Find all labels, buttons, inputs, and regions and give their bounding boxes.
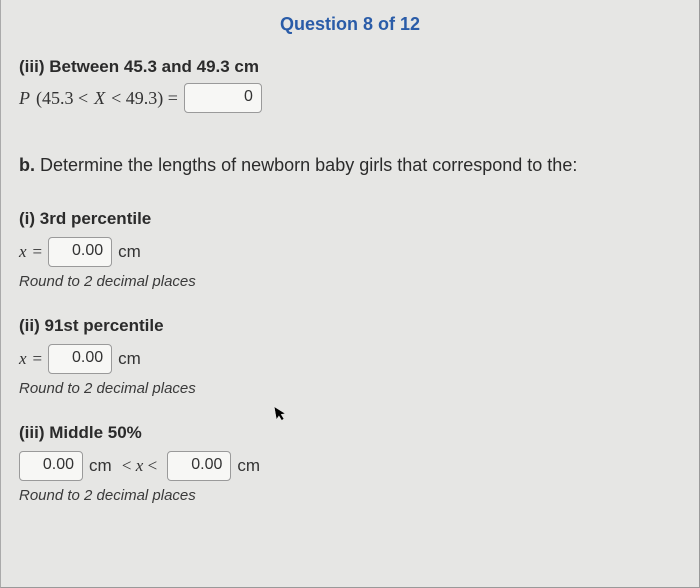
b-ii-unit: cm xyxy=(118,349,141,369)
prob-var: X xyxy=(94,88,105,109)
b-ii-answer-input[interactable]: 0.00 xyxy=(48,344,112,374)
part-a-iii-heading: (iii) Between 45.3 and 49.3 cm xyxy=(19,57,681,77)
part-a-iii: (iii) Between 45.3 and 49.3 cm P (45.3 <… xyxy=(19,57,681,113)
probability-answer-input[interactable]: 0 xyxy=(184,83,262,113)
b-iii-mid: < x < xyxy=(118,456,162,476)
question-content: (iii) Between 45.3 and 49.3 cm P (45.3 <… xyxy=(1,57,699,504)
prob-close: < 49.3) = xyxy=(111,88,178,109)
b-i-hint: Round to 2 decimal places xyxy=(19,273,681,290)
part-b-i: (i) 3rd percentile x = 0.00 cm Round to … xyxy=(19,209,681,290)
part-b-text: Determine the lengths of newborn baby gi… xyxy=(40,155,577,175)
prob-open: (45.3 < xyxy=(36,88,88,109)
b-iii-high-unit: cm xyxy=(237,456,260,476)
b-iii-equation: 0.00 cm < x < 0.00 cm xyxy=(19,451,681,481)
b-i-heading: (i) 3rd percentile xyxy=(19,209,681,229)
page-header: Question 8 of 12 xyxy=(1,0,699,57)
part-b-label: b. xyxy=(19,155,35,175)
b-iii-high-answer-input[interactable]: 0.00 xyxy=(167,451,231,481)
b-iii-low-answer-input[interactable]: 0.00 xyxy=(19,451,83,481)
question-page: Question 8 of 12 (iii) Between 45.3 and … xyxy=(0,0,700,588)
part-b-ii: (ii) 91st percentile x = 0.00 cm Round t… xyxy=(19,316,681,397)
b-i-eq: = xyxy=(33,242,43,262)
b-i-unit: cm xyxy=(118,242,141,262)
b-iii-hint: Round to 2 decimal places xyxy=(19,487,681,504)
part-a-iii-prefix: (iii) xyxy=(19,57,45,76)
b-ii-heading: (ii) 91st percentile xyxy=(19,316,681,336)
question-counter: Question 8 of 12 xyxy=(280,14,420,34)
b-iii-heading: (iii) Middle 50% xyxy=(19,423,681,443)
prob-P: P xyxy=(19,88,30,109)
b-ii-eq: = xyxy=(33,349,43,369)
b-ii-hint: Round to 2 decimal places xyxy=(19,380,681,397)
part-b-prompt: b. Determine the lengths of newborn baby… xyxy=(19,153,681,177)
b-iii-low-unit: cm xyxy=(89,456,112,476)
part-a-iii-text: Between 45.3 and 49.3 cm xyxy=(49,57,259,76)
b-i-var: x xyxy=(19,242,27,262)
b-i-equation: x = 0.00 cm xyxy=(19,237,681,267)
part-b-iii: (iii) Middle 50% 0.00 cm < x < 0.00 cm R… xyxy=(19,423,681,504)
b-i-answer-input[interactable]: 0.00 xyxy=(48,237,112,267)
probability-expression: P (45.3 < X < 49.3) = 0 xyxy=(19,83,681,113)
b-ii-var: x xyxy=(19,349,27,369)
b-ii-equation: x = 0.00 cm xyxy=(19,344,681,374)
